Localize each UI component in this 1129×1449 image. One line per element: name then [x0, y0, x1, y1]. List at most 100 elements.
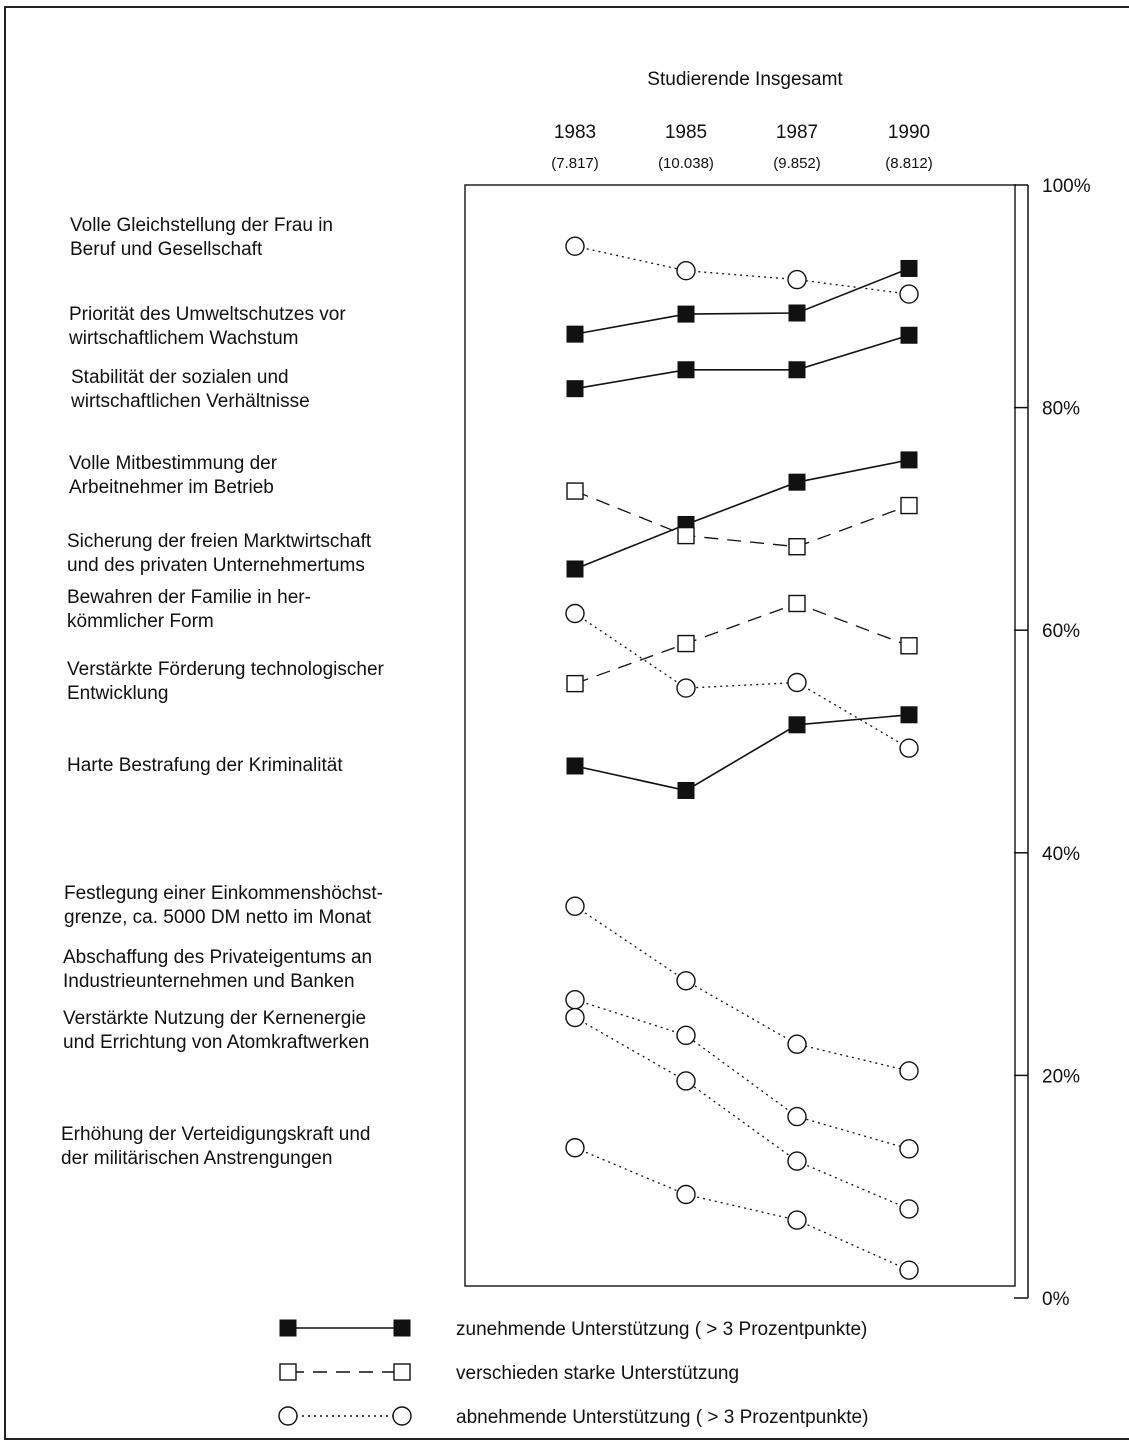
filled-square-marker — [393, 1319, 411, 1337]
series-line — [574, 999, 910, 1150]
series-line — [574, 334, 910, 390]
y-tick-label: 80% — [1042, 399, 1080, 420]
series-12 — [565, 1138, 919, 1280]
y-tick-label: 100% — [1042, 176, 1091, 197]
open-circle-marker — [899, 1199, 919, 1219]
open-circle-marker — [676, 971, 696, 991]
x-tick-label: 1985 — [665, 122, 707, 143]
filled-square-marker — [900, 259, 918, 277]
y-tick-label: 20% — [1042, 1066, 1080, 1087]
series-2 — [566, 259, 918, 343]
open-circle-marker — [899, 1260, 919, 1280]
outer-frame — [4, 6, 1129, 1440]
y-tick-label: 0% — [1042, 1289, 1070, 1310]
filled-square-marker — [788, 361, 806, 379]
x-tick-label: 1987 — [776, 122, 818, 143]
legend-item: verschieden starke Unterstützung — [279, 1363, 739, 1384]
legend-item: zunehmende Unterstützung ( > 3 Prozentpu… — [279, 1319, 867, 1340]
filled-square-marker — [566, 325, 584, 343]
filled-square-marker — [279, 1319, 297, 1337]
item-label: Beruf und Gesellschaft — [70, 239, 263, 260]
open-circle-marker — [565, 236, 585, 256]
item-label: Festlegung einer Einkommenshöchst- — [64, 883, 383, 904]
item-label: Entwicklung — [67, 683, 168, 704]
series-line — [574, 459, 910, 570]
x-tick-label: 1983 — [554, 122, 596, 143]
filled-square-marker — [677, 305, 695, 323]
item-label: und Errichtung von Atomkraftwerken — [63, 1032, 369, 1053]
item-label: wirtschaftlichem Wachstum — [68, 328, 298, 349]
item-label: Harte Bestrafung der Kriminalität — [67, 755, 343, 776]
open-circle-marker — [565, 603, 585, 624]
x-tick-label: 1990 — [888, 122, 930, 143]
open-circle-marker — [676, 678, 696, 698]
item-label: Volle Gleichstellung der Frau in — [70, 215, 333, 236]
open-square-marker — [788, 594, 806, 613]
item-label: Abschaffung des Privateigentums an — [63, 947, 372, 968]
filled-square-marker — [677, 361, 695, 379]
open-circle-marker — [565, 990, 585, 1010]
item-label: Verstärkte Nutzung der Kernenergie — [63, 1008, 366, 1029]
plot-area — [464, 184, 1016, 1287]
filled-square-marker — [566, 560, 584, 578]
x-sublabel: (7.817) — [551, 155, 599, 172]
filled-square-marker — [900, 326, 918, 344]
y-tick-label: 40% — [1042, 844, 1080, 865]
series-line — [574, 612, 910, 749]
series-line — [574, 905, 910, 1072]
item-label: Volle Mitbestimmung der — [69, 453, 278, 474]
series-6 — [565, 603, 919, 758]
series-7 — [566, 594, 918, 693]
x-sublabel: (10.038) — [658, 155, 714, 172]
series-line — [574, 1147, 910, 1271]
item-label: und des privaten Unternehmertums — [67, 555, 365, 576]
open-circle-marker — [676, 1071, 696, 1091]
item-label: Verstärkte Förderung technologischer — [67, 659, 385, 680]
open-square-marker — [566, 674, 584, 693]
open-square-marker — [900, 637, 918, 655]
open-circle-marker — [899, 738, 919, 758]
filled-square-marker — [900, 706, 918, 724]
series-line — [574, 245, 910, 295]
open-square-marker — [566, 482, 584, 500]
filled-square-marker — [566, 380, 584, 398]
open-square-marker — [279, 1363, 297, 1381]
filled-square-marker — [788, 304, 806, 322]
item-label: Industrieunternehmen und Banken — [63, 971, 355, 992]
filled-square-marker — [788, 716, 806, 734]
x-sublabel: (9.852) — [773, 155, 821, 172]
legend-label: zunehmende Unterstützung ( > 3 Prozentpu… — [456, 1319, 867, 1340]
series-line — [574, 1016, 910, 1210]
filled-square-marker — [900, 451, 918, 469]
series-8 — [566, 706, 918, 799]
open-square-marker — [677, 526, 695, 545]
open-circle-marker — [565, 1138, 585, 1158]
chart-title: Studierende Insgesamt — [647, 69, 843, 90]
open-circle-marker — [787, 1210, 807, 1230]
item-label: wirtschaftlichen Verhältnisse — [70, 391, 310, 412]
series-9 — [565, 896, 919, 1081]
open-square-marker — [677, 634, 695, 653]
filled-square-marker — [566, 757, 584, 775]
item-label: Bewahren der Familie in her- — [67, 587, 311, 608]
series-4 — [566, 451, 918, 578]
item-label: Erhöhung der Verteidigungskraft und — [61, 1124, 371, 1145]
filled-square-marker — [677, 781, 695, 799]
series-line — [574, 602, 910, 685]
series-11 — [565, 1007, 919, 1219]
item-label: Stabilität der sozialen und — [71, 367, 289, 388]
open-circle-marker — [787, 1106, 807, 1127]
open-square-marker — [788, 538, 806, 556]
open-circle-marker — [787, 1151, 807, 1171]
open-circle-marker — [676, 1025, 696, 1046]
series-line — [574, 714, 910, 792]
legend-item: abnehmende Unterstützung ( > 3 Prozentpu… — [278, 1406, 868, 1428]
item-label: kömmlicher Form — [67, 611, 214, 632]
series-10 — [565, 990, 919, 1159]
open-circle-marker — [787, 269, 807, 290]
open-circle-marker — [787, 672, 807, 693]
open-circle-marker — [899, 284, 919, 304]
open-circle-marker — [392, 1406, 412, 1426]
